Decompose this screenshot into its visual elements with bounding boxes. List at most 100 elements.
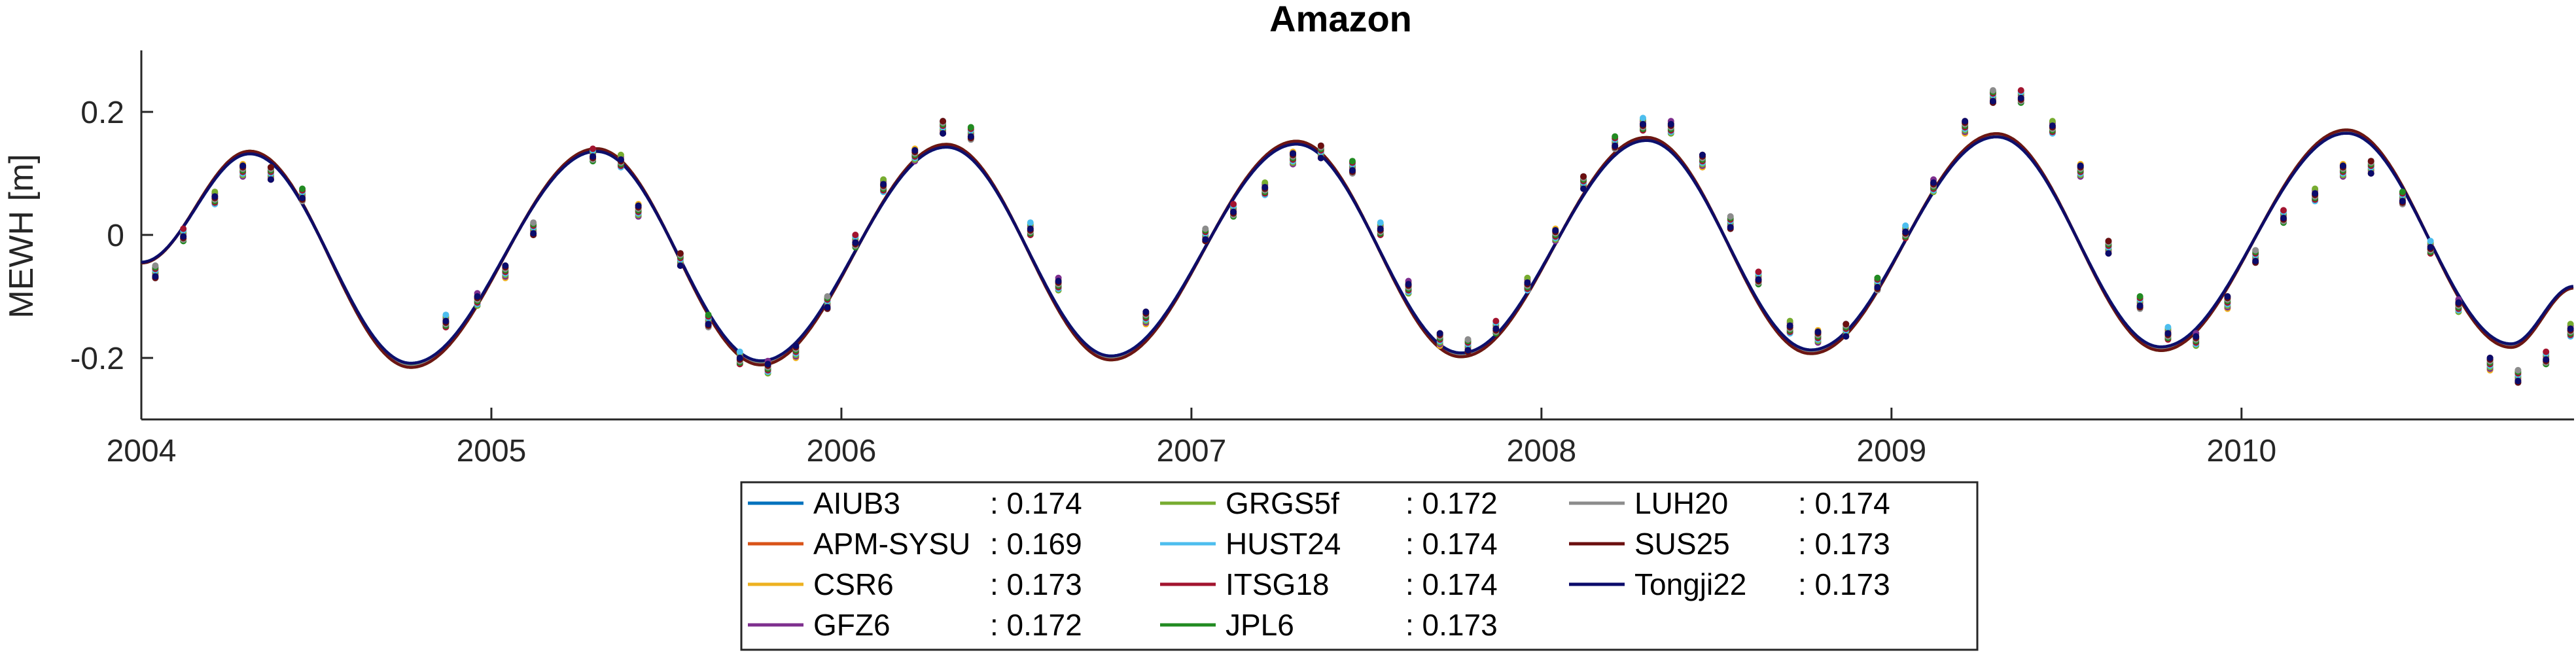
data-point xyxy=(736,355,743,361)
data-point xyxy=(1727,213,1734,220)
data-point xyxy=(442,317,450,325)
data-point xyxy=(442,311,450,319)
series-line-APM-SYSU xyxy=(141,131,2574,366)
data-point xyxy=(1843,321,1850,328)
series-line-SUS25 xyxy=(141,128,2574,369)
legend-label-Tongji22: Tongji22 xyxy=(1634,567,1746,601)
legend-value-SUS25: : 0.173 xyxy=(1798,527,1890,561)
legend-label-GFZ6: GFZ6 xyxy=(813,608,891,642)
data-point xyxy=(2486,355,2494,361)
data-point xyxy=(1727,224,1734,231)
x-tick-label: 2007 xyxy=(1157,434,1227,469)
data-point xyxy=(1290,150,1297,157)
data-point xyxy=(1786,317,1793,325)
data-point xyxy=(1755,276,1762,283)
series-line-GFZ6 xyxy=(141,129,2574,368)
x-tick-label: 2005 xyxy=(457,434,527,469)
data-point xyxy=(2136,293,2144,300)
data-point xyxy=(1027,219,1034,226)
legend-label-HUST24: HUST24 xyxy=(1226,527,1341,561)
data-point xyxy=(1142,308,1150,315)
data-point xyxy=(1349,167,1356,174)
data-point xyxy=(2193,333,2200,340)
data-point xyxy=(1377,225,1384,232)
data-point xyxy=(967,124,974,131)
data-point xyxy=(211,188,219,196)
legend-label-JPL6: JPL6 xyxy=(1226,608,1294,642)
data-point xyxy=(1262,179,1269,186)
data-point xyxy=(1667,120,1674,128)
data-point xyxy=(736,348,743,355)
data-point xyxy=(1874,274,1881,281)
series-line-AIUB3 xyxy=(141,132,2574,365)
legend-label-AIUB3: AIUB3 xyxy=(813,486,900,520)
data-point xyxy=(239,162,247,169)
data-point xyxy=(1902,222,1909,229)
data-point xyxy=(1230,201,1237,207)
data-point xyxy=(1202,225,1209,232)
data-point xyxy=(2514,366,2522,374)
legend-value-ITSG18: : 0.174 xyxy=(1405,567,1498,601)
data-point xyxy=(852,239,859,246)
legend-label-CSR6: CSR6 xyxy=(813,567,894,601)
data-point xyxy=(267,164,274,171)
legend-box xyxy=(740,481,1979,651)
series-line-Tongji22 xyxy=(141,132,2574,365)
data-point xyxy=(211,193,219,200)
data-point xyxy=(1349,158,1356,165)
data-point xyxy=(635,202,642,209)
legend-value-GFZ6: : 0.172 xyxy=(990,608,1082,642)
data-point xyxy=(2280,207,2287,214)
legend-value-Tongji22: : 0.173 xyxy=(1798,567,1890,601)
data-point xyxy=(1436,330,1443,337)
data-point xyxy=(180,225,187,232)
legend-label-GRGS5f: GRGS5f xyxy=(1226,486,1339,520)
series-line-ITSG18 xyxy=(141,131,2574,366)
data-point xyxy=(1786,322,1793,329)
data-point xyxy=(152,262,159,269)
data-point xyxy=(880,181,887,188)
data-point xyxy=(1317,154,1324,162)
data-point xyxy=(1524,279,1531,286)
data-point xyxy=(1230,208,1237,215)
data-point xyxy=(1377,219,1384,226)
legend-value-APM-SYSU: : 0.169 xyxy=(990,527,1082,561)
y-tick-label: 0.2 xyxy=(80,96,124,130)
chart-title: Amazon xyxy=(1269,0,1412,39)
x-tick-label: 2006 xyxy=(807,434,877,469)
data-point xyxy=(1464,336,1472,343)
data-point xyxy=(299,185,306,192)
data-point xyxy=(1755,268,1762,275)
data-point xyxy=(1962,118,1969,125)
data-point xyxy=(705,311,712,319)
data-point xyxy=(2105,238,2112,245)
x-tick-label: 2009 xyxy=(1856,434,1926,469)
data-point xyxy=(2164,330,2172,337)
data-point xyxy=(2312,185,2319,192)
data-point xyxy=(824,293,831,300)
series-line-JPL6 xyxy=(141,130,2574,367)
observation-points xyxy=(152,87,2574,386)
data-point xyxy=(2164,324,2172,330)
data-point xyxy=(1814,328,1822,336)
data-point xyxy=(590,145,597,152)
data-point xyxy=(1027,225,1034,232)
data-point xyxy=(677,250,684,257)
data-point xyxy=(2455,299,2462,306)
data-point xyxy=(2514,378,2522,385)
plot-area: 0.2 0 -0.2 2004 2005 2006 2007 2008 2009 2010 xyxy=(70,50,2574,469)
data-point xyxy=(2017,87,2024,94)
data-point xyxy=(267,176,274,183)
data-point xyxy=(1902,228,1909,236)
data-point xyxy=(1524,274,1531,281)
data-point xyxy=(617,156,624,163)
data-point xyxy=(1612,133,1619,140)
data-point xyxy=(2367,158,2374,165)
data-point xyxy=(2399,188,2406,196)
data-point xyxy=(530,219,537,226)
data-point xyxy=(2312,190,2319,197)
data-point xyxy=(1639,120,1646,128)
data-point xyxy=(705,321,712,328)
